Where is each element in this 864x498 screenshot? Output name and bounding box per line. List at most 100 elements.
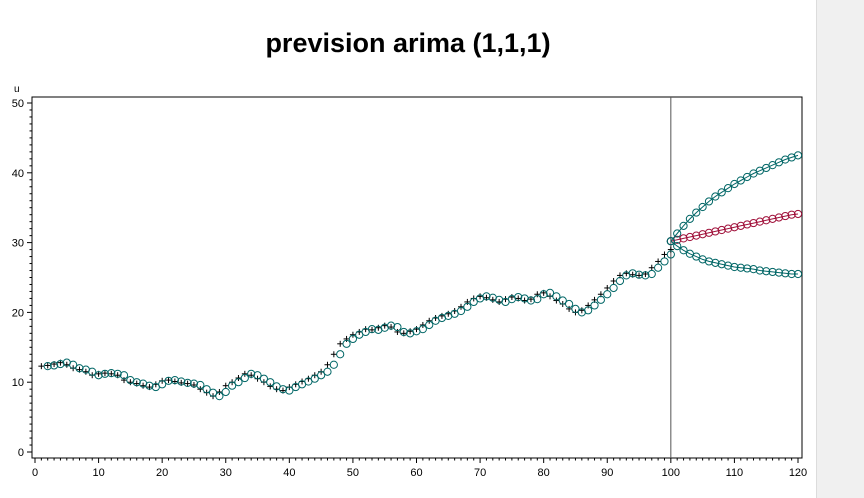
data-point (197, 386, 204, 393)
data-point (75, 364, 84, 373)
data-point (774, 268, 784, 277)
data-point (793, 269, 803, 279)
data-point (348, 334, 358, 344)
window-edge-strip (816, 0, 864, 498)
data-point (158, 380, 167, 389)
data-point (743, 172, 752, 182)
data-point (386, 321, 396, 330)
data-point (717, 260, 726, 269)
data-point (781, 211, 790, 221)
data-point (285, 386, 294, 395)
data-point (477, 293, 484, 300)
data-point (381, 322, 388, 329)
x-tick-label: 80 (538, 467, 550, 479)
data-point (329, 360, 338, 369)
data-point (768, 267, 777, 277)
data-point (736, 176, 745, 185)
data-point (241, 370, 248, 377)
data-point (164, 376, 173, 385)
data-point (44, 362, 51, 369)
data-point (469, 297, 478, 307)
data-point (496, 298, 503, 305)
chart-title: prevision arima (1,1,1) (265, 28, 551, 58)
x-tick-label: 30 (220, 467, 232, 479)
data-point (49, 361, 59, 370)
data-point (247, 369, 256, 378)
x-tick-label: 20 (156, 467, 168, 479)
data-point (723, 184, 733, 193)
data-point (445, 310, 452, 317)
data-point (489, 296, 496, 303)
y-tick-label: 50 (12, 98, 24, 110)
data-point (215, 392, 224, 401)
data-point (407, 328, 414, 335)
data-point (628, 269, 637, 278)
data-point (604, 284, 611, 291)
data-point (267, 383, 274, 390)
data-point (673, 235, 682, 244)
data-point (679, 246, 688, 255)
series-0 (38, 246, 674, 400)
data-point (425, 320, 434, 330)
data-point (545, 288, 555, 297)
data-point (94, 371, 103, 380)
data-point (793, 151, 803, 160)
data-point (367, 325, 377, 334)
data-point (419, 321, 426, 328)
data-point (121, 377, 128, 384)
data-point (43, 362, 52, 371)
data-point (571, 304, 580, 314)
data-point (324, 361, 331, 368)
data-point (704, 197, 714, 206)
series-line (670, 213, 799, 242)
data-point (673, 229, 682, 238)
data-point (183, 378, 192, 387)
data-point (730, 262, 739, 272)
y-tick-label: 40 (12, 168, 24, 180)
data-point (730, 179, 739, 189)
data-point (426, 317, 433, 324)
data-point (736, 221, 745, 230)
data-point (641, 271, 650, 280)
data-point (458, 303, 465, 310)
data-point (698, 202, 707, 212)
chart-plot: 0 10 20 30 40 50 0 10 20 30 40 50 60 70 80 90 100 110 120 (12, 96, 807, 479)
data-point (565, 299, 574, 309)
data-point (145, 381, 154, 390)
data-point (781, 269, 790, 278)
data-point (711, 192, 720, 201)
data-point (609, 283, 618, 293)
data-point (648, 264, 655, 271)
data-point (685, 214, 695, 223)
data-point (514, 292, 523, 302)
data-point (615, 276, 625, 286)
data-point (438, 312, 445, 319)
data-point (666, 250, 675, 259)
data-point (647, 269, 656, 279)
data-point (337, 340, 344, 347)
data-point (119, 371, 129, 380)
data-point (553, 297, 560, 304)
data-point (235, 375, 242, 382)
data-point (240, 373, 249, 383)
data-point (679, 234, 688, 243)
data-point (266, 378, 275, 387)
x-tick-label: 110 (726, 467, 744, 479)
data-point (88, 367, 97, 376)
data-point (132, 378, 141, 387)
data-point (623, 270, 630, 277)
y-tick-label: 30 (12, 238, 24, 250)
data-point (698, 230, 707, 239)
data-point (787, 269, 796, 279)
data-point (636, 272, 643, 279)
series-line (670, 154, 799, 242)
data-point (100, 369, 110, 378)
data-point (755, 217, 764, 226)
data-point (717, 225, 726, 235)
data-point (584, 306, 593, 315)
data-point (82, 368, 89, 375)
data-point (787, 210, 796, 219)
data-point (661, 251, 668, 258)
data-point (349, 331, 356, 338)
